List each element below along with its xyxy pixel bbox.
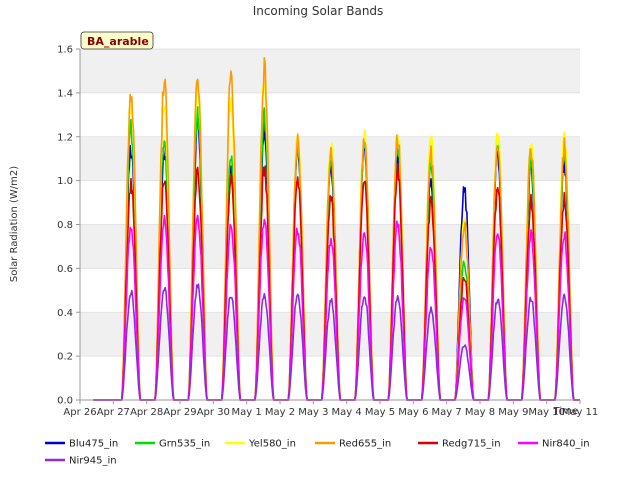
x-tick-label: May 8	[465, 407, 495, 418]
legend-label: Nir840_in	[542, 439, 590, 450]
x-tick-label: May 11	[562, 407, 599, 418]
y-tick-label: 1.2	[57, 132, 73, 143]
x-tick-label: May 10	[528, 407, 565, 418]
y-axis-title: Solar Radiation (W/m2)	[9, 166, 20, 282]
legend-item-nir945_in: Nir945_in	[45, 456, 117, 467]
legend-item-nir840_in: Nir840_in	[518, 439, 590, 450]
legend: Blu475_in Grn535_in Yel580_in Red655_in Redg…	[45, 439, 590, 467]
x-tick-label: May 4	[332, 407, 362, 418]
x-tick-label: Apr 27	[97, 407, 130, 418]
x-tick-label: May 1	[232, 407, 262, 418]
x-tick-label: May 3	[298, 407, 328, 418]
x-tick-label: May 6	[398, 407, 428, 418]
legend-item-blu475_in: Blu475_in	[45, 439, 118, 450]
y-tick-label: 1.0	[57, 176, 73, 187]
legend-item-red655_in: Red655_in	[315, 439, 391, 450]
site-badge: BA_arable	[80, 31, 154, 50]
x-tick-label: May 7	[432, 407, 462, 418]
legend-item-yel580_in: Yel580_in	[225, 439, 296, 450]
site-badge-box	[80, 31, 154, 50]
y-tick-label: 1.4	[57, 88, 73, 99]
legend-item-redg715_in: Redg715_in	[418, 439, 501, 450]
y-tick-label: 0.0	[57, 396, 73, 407]
legend-label: Redg715_in	[442, 439, 501, 450]
site-badge-label: BA_arable	[87, 35, 149, 48]
plot-band	[80, 312, 580, 357]
y-tick-label: 0.8	[57, 220, 73, 231]
y-tick-label: 0.2	[57, 352, 73, 363]
plot-band	[80, 49, 580, 93]
x-tick-label: Apr 30	[197, 407, 230, 418]
y-tick-label: 1.6	[57, 45, 73, 56]
legend-label: Nir945_in	[69, 456, 117, 467]
x-tick-label: May 9	[498, 407, 528, 418]
x-tick-label: Apr 28	[130, 407, 163, 418]
chart-title: Incoming Solar Bands	[253, 4, 384, 18]
legend-label: Grn535_in	[159, 439, 210, 450]
legend-label: Red655_in	[339, 439, 391, 450]
x-tick-label: May 5	[365, 407, 395, 418]
legend-label: Yel580_in	[248, 439, 296, 450]
y-tick-label: 0.6	[57, 264, 73, 275]
y-tick-label: 0.4	[57, 308, 73, 319]
x-tick-label: Apr 26	[63, 407, 96, 418]
x-axis-title: Time	[553, 406, 578, 417]
x-tick-label: May 2	[265, 407, 295, 418]
x-tick-label: Apr 29	[163, 407, 196, 418]
legend-label: Blu475_in	[69, 439, 118, 450]
legend-item-grn535_in: Grn535_in	[135, 439, 210, 450]
